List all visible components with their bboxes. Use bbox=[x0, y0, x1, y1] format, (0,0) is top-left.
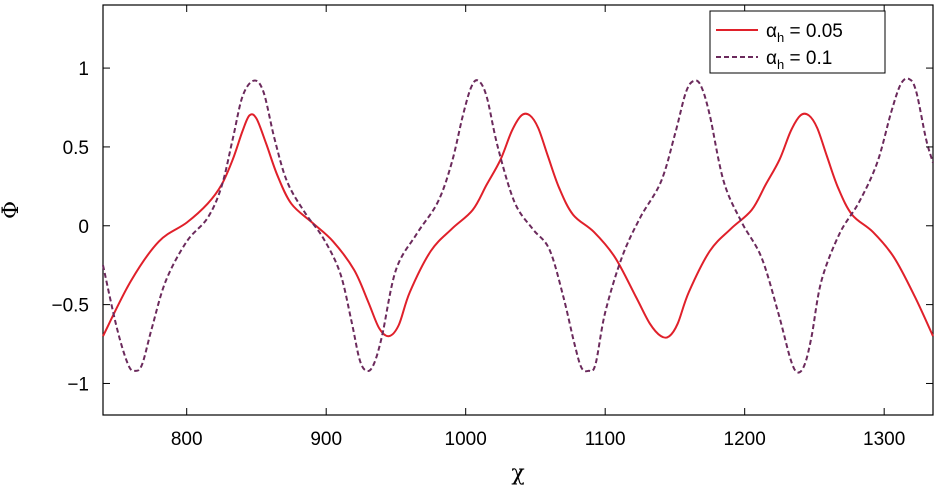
x-axis-label: χ bbox=[511, 461, 524, 486]
y-tick-label: 1 bbox=[78, 59, 89, 80]
legend-label-2: αh = 0.1 bbox=[766, 48, 832, 72]
legend-box bbox=[709, 10, 886, 74]
x-tick-label: 800 bbox=[171, 429, 203, 450]
legend-value: = 0.05 bbox=[784, 21, 843, 42]
legend-subscript: h bbox=[777, 30, 784, 45]
legend-subscript: h bbox=[777, 57, 784, 72]
legend-value: = 0.1 bbox=[784, 48, 832, 69]
x-tick-label: 1100 bbox=[585, 429, 626, 450]
x-tick-label: 1000 bbox=[445, 429, 487, 450]
y-tick-label: −1 bbox=[67, 374, 89, 395]
y-tick-label: 0 bbox=[78, 217, 89, 238]
y-tick-label: 0.5 bbox=[63, 138, 89, 159]
series-layer bbox=[102, 77, 934, 374]
y-axis-label: Φ bbox=[0, 201, 24, 219]
legend-symbol: α bbox=[766, 48, 777, 69]
legend-symbol: α bbox=[766, 21, 777, 42]
plot-border bbox=[102, 4, 934, 416]
x-tick-label: 1200 bbox=[724, 429, 766, 450]
series-line-1 bbox=[102, 112, 934, 339]
series-line-2 bbox=[102, 77, 934, 374]
x-tick-label: 900 bbox=[310, 429, 342, 450]
tick-layer: 800 900 1000 1100 1200 1300 −1 −0.5 0 0.5 1 bbox=[51, 5, 933, 450]
x-tick-label: 1300 bbox=[863, 429, 905, 450]
y-tick-label: −0.5 bbox=[51, 296, 89, 317]
legend-label-1: αh = 0.05 bbox=[766, 21, 843, 45]
plot-frame bbox=[102, 4, 934, 416]
